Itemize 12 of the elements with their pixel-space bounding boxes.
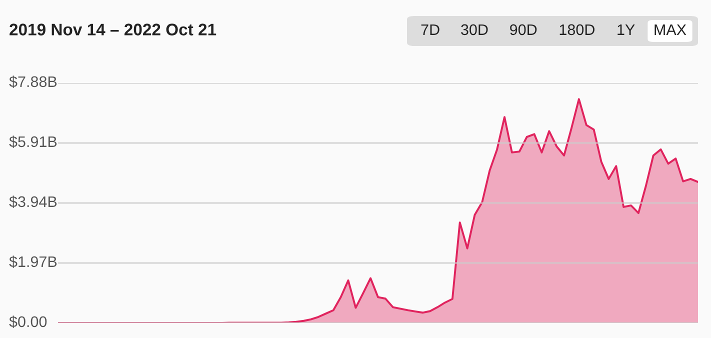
- text: 7D: [421, 24, 440, 35]
- text: 180D: [560, 24, 594, 36]
- text: 30D: [461, 24, 488, 36]
- text: 90D: [510, 24, 537, 36]
- y-tick-label: $3.94B: [9, 196, 57, 208]
- text: MAX: [654, 24, 686, 35]
- y-tick-label: $7.88B: [9, 76, 57, 88]
- y-tick-label: $5.91B: [9, 136, 57, 148]
- y-tick-label: $1.97B: [9, 256, 57, 268]
- chart-title: 2019 Nov 14 – 2022 Oct 21: [10, 24, 216, 36]
- y-tick-label: $0.00: [9, 316, 47, 328]
- text: 1Y: [618, 24, 635, 35]
